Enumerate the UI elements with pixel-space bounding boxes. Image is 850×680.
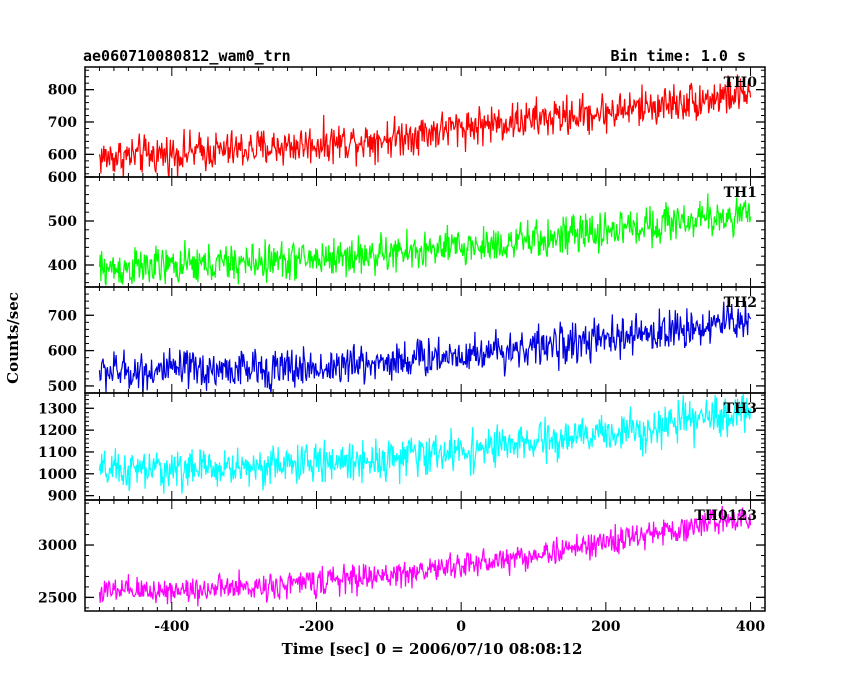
series-line-th1 — [98, 193, 752, 286]
y-tick-label: 600 — [48, 344, 77, 360]
panels-group: 600 700 800 TH0 400 500 600 TH1 500 600 700 TH2 900 1… — [38, 66, 766, 635]
y-tick-label: 2500 — [38, 590, 77, 606]
y-tick-label: 1300 — [38, 401, 77, 417]
y-tick-label: 3000 — [38, 538, 77, 554]
panel-frame-th2 — [84, 286, 766, 394]
series-label-th0123: TH0123 — [694, 508, 757, 524]
y-tick-label: 400 — [48, 258, 77, 274]
y-tick-label: 1000 — [38, 467, 77, 483]
series-line-th3 — [98, 393, 752, 494]
series-line-th2 — [98, 301, 752, 393]
y-tick-label: 600 — [48, 170, 77, 186]
y-tick-label: 800 — [48, 83, 77, 99]
series-label-th2: TH2 — [724, 295, 757, 311]
panel-frame-th3 — [84, 392, 766, 501]
x-axis-label: Time [sec] 0 = 2006/07/10 08:08:12 — [282, 640, 583, 658]
bin-time-label: Bin time: 1.0 s — [611, 47, 746, 65]
y-tick-label: 1100 — [38, 445, 77, 461]
y-tick-label: 600 — [48, 147, 77, 163]
y-axis-label: Counts/sec — [4, 292, 22, 384]
series-label-th3: TH3 — [724, 401, 757, 417]
x-tick-label: -200 — [299, 619, 334, 635]
y-tick-label: 900 — [48, 489, 77, 505]
series-line-th0 — [98, 74, 752, 177]
series-label-th1: TH1 — [724, 185, 757, 201]
y-tick-label: 1200 — [38, 423, 77, 439]
y-tick-label: 500 — [48, 214, 77, 230]
series-label-th0: TH0 — [724, 75, 758, 91]
series-line-th0123 — [98, 505, 752, 607]
y-tick-label: 700 — [48, 115, 77, 131]
chart-title: ae060710080812_wam0_trn — [83, 47, 291, 65]
x-tick-label: -400 — [154, 619, 189, 635]
x-tick-label: 400 — [736, 619, 765, 635]
y-tick-label: 700 — [48, 308, 77, 324]
x-tick-label: 200 — [591, 619, 620, 635]
x-tick-label: 0 — [456, 619, 466, 635]
y-tick-label: 500 — [48, 379, 77, 395]
